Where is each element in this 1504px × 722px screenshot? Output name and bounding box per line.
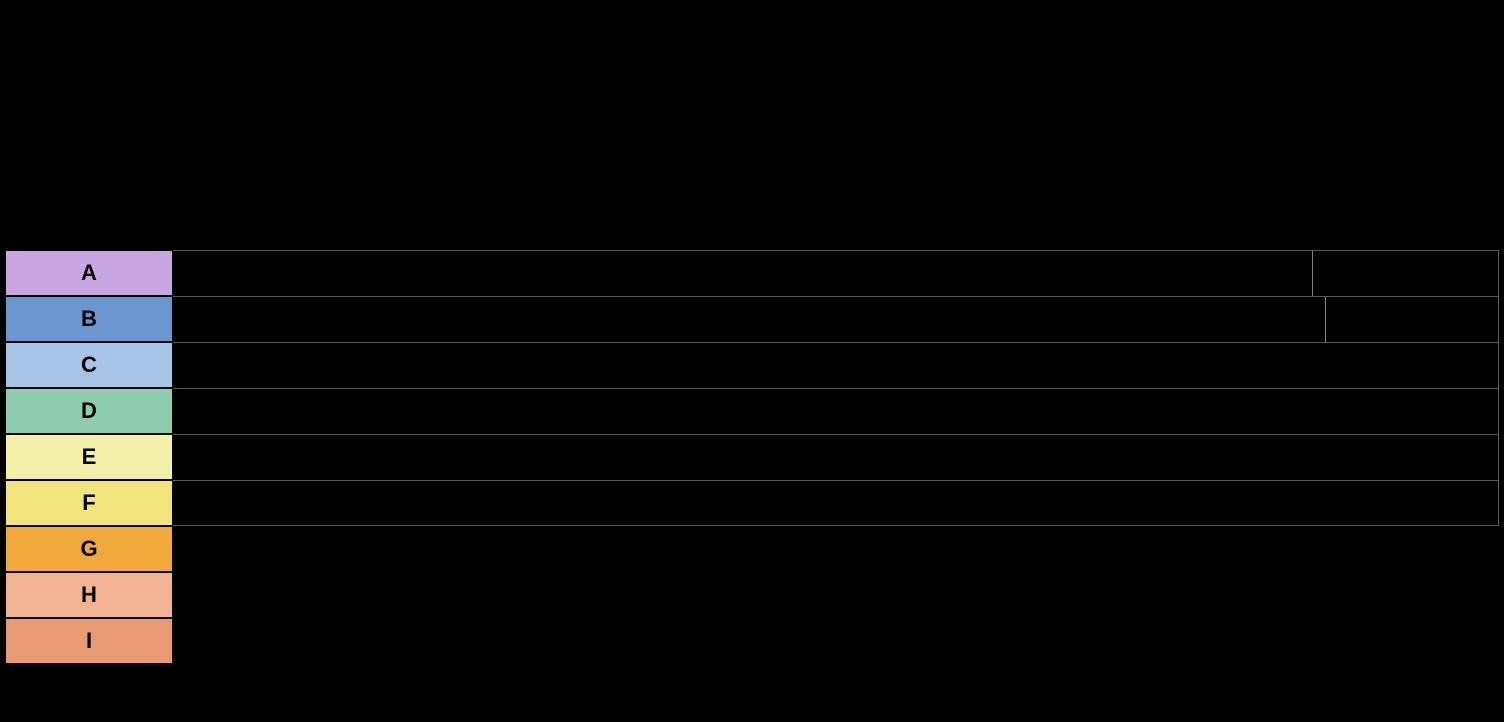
bar-area (173, 526, 1499, 572)
bar-area (173, 388, 1499, 434)
bar-fill (173, 389, 1498, 434)
bar-area (173, 572, 1499, 618)
chart-row: F (5, 480, 1499, 526)
chart-row: E (5, 434, 1499, 480)
chart-row: A (5, 250, 1499, 296)
row-label: B (5, 296, 173, 342)
bar-area (173, 434, 1499, 480)
chart-row: C (5, 342, 1499, 388)
bar-area (173, 342, 1499, 388)
chart-row: B (5, 296, 1499, 342)
bar-fill (173, 435, 1498, 480)
chart-row: H (5, 572, 1499, 618)
chart-row: D (5, 388, 1499, 434)
row-label: E (5, 434, 173, 480)
bar-area (173, 618, 1499, 664)
row-label: D (5, 388, 173, 434)
bar-fill (173, 297, 1326, 342)
bar-fill (173, 481, 1498, 525)
row-label: C (5, 342, 173, 388)
bar-area (173, 480, 1499, 526)
bar-fill (173, 251, 1313, 296)
bar-fill (173, 343, 1498, 388)
bar-area (173, 250, 1499, 296)
row-label: A (5, 250, 173, 296)
row-label: F (5, 480, 173, 526)
row-label: H (5, 572, 173, 618)
row-label: G (5, 526, 173, 572)
bar-area (173, 296, 1499, 342)
chart-row: I (5, 618, 1499, 664)
horizontal-bar-chart: ABCDEFGHI (5, 250, 1499, 664)
chart-row: G (5, 526, 1499, 572)
row-label: I (5, 618, 173, 664)
